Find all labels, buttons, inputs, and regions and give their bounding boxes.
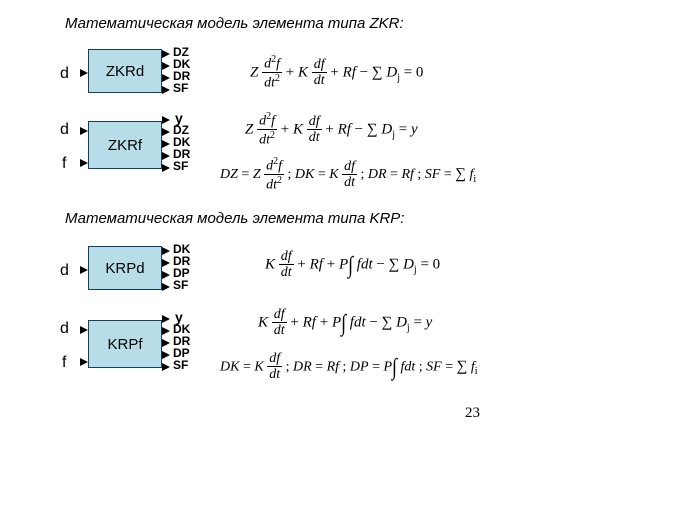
arrow-out xyxy=(162,271,170,279)
block-zkrd-label: ZKRd xyxy=(106,63,144,80)
krpf-input-f: f xyxy=(62,354,66,372)
formula-krp-3: DK = K dfdt ; DR = Rf ; DP = P∫ fdt ; SF… xyxy=(220,352,478,382)
arrow-out xyxy=(162,283,170,291)
page-number: 23 xyxy=(465,405,480,422)
slide-page: Математическая модель элемента типа ZKR:… xyxy=(0,0,699,524)
krpd-input-d: d xyxy=(60,262,69,280)
arrow-out xyxy=(162,86,170,94)
block-krpd-label: KRPd xyxy=(105,260,144,277)
arrow-out xyxy=(162,164,170,172)
arrow-out xyxy=(162,363,170,371)
arrow-out xyxy=(162,116,170,124)
krpf-out-sf: SF xyxy=(173,358,188,372)
zkrf-out-sf: SF xyxy=(173,159,188,173)
arrow-out xyxy=(162,247,170,255)
arrow-out xyxy=(162,259,170,267)
formula-zkr-2: Z d2fdt2 + K dfdt + Rf − ∑ Dj = y xyxy=(245,112,418,148)
block-zkrf-label: ZKRf xyxy=(108,137,142,154)
zkrf-input-d: d xyxy=(60,121,69,139)
arrow-out xyxy=(162,351,170,359)
arrow-in xyxy=(80,69,88,77)
block-krpd: KRPd xyxy=(88,246,162,290)
arrow-in xyxy=(80,326,88,334)
arrow-out xyxy=(162,74,170,82)
arrow-out xyxy=(162,140,170,148)
arrow-out xyxy=(162,128,170,136)
arrow-out xyxy=(162,62,170,70)
block-zkrf: ZKRf xyxy=(88,121,162,169)
arrow-out xyxy=(162,50,170,58)
arrow-in xyxy=(80,358,88,366)
arrow-out xyxy=(162,327,170,335)
zkrf-input-f: f xyxy=(62,155,66,173)
block-krpf-label: KRPf xyxy=(107,336,142,353)
block-krpf: KRPf xyxy=(88,320,162,368)
arrow-in xyxy=(80,127,88,135)
formula-zkr-3: DZ = Z d2fdt2 ; DK = K dfdt ; DR = Rf ; … xyxy=(220,157,476,193)
formula-zkr-1: Z d2fdt2 + K dfdt + Rf − ∑ Dj = 0 xyxy=(250,55,423,91)
formula-krp-1: K dfdt + Rf + P∫ fdt − ∑ Dj = 0 xyxy=(265,250,440,280)
zkrd-out-sf: SF xyxy=(173,81,188,95)
arrow-in xyxy=(80,159,88,167)
arrow-out xyxy=(162,339,170,347)
krpf-input-d: d xyxy=(60,320,69,338)
zkrd-input-d: d xyxy=(60,65,69,83)
heading-zkr: Математическая модель элемента типа ZKR: xyxy=(65,15,404,32)
formula-krp-2: K dfdt + Rf + P∫ fdt − ∑ Dj = y xyxy=(258,308,432,338)
block-zkrd: ZKRd xyxy=(88,49,162,93)
arrow-in xyxy=(80,266,88,274)
krpd-out-sf: SF xyxy=(173,278,188,292)
heading-krp: Математическая модель элемента типа KRP: xyxy=(65,210,404,227)
arrow-out xyxy=(162,315,170,323)
arrow-out xyxy=(162,152,170,160)
